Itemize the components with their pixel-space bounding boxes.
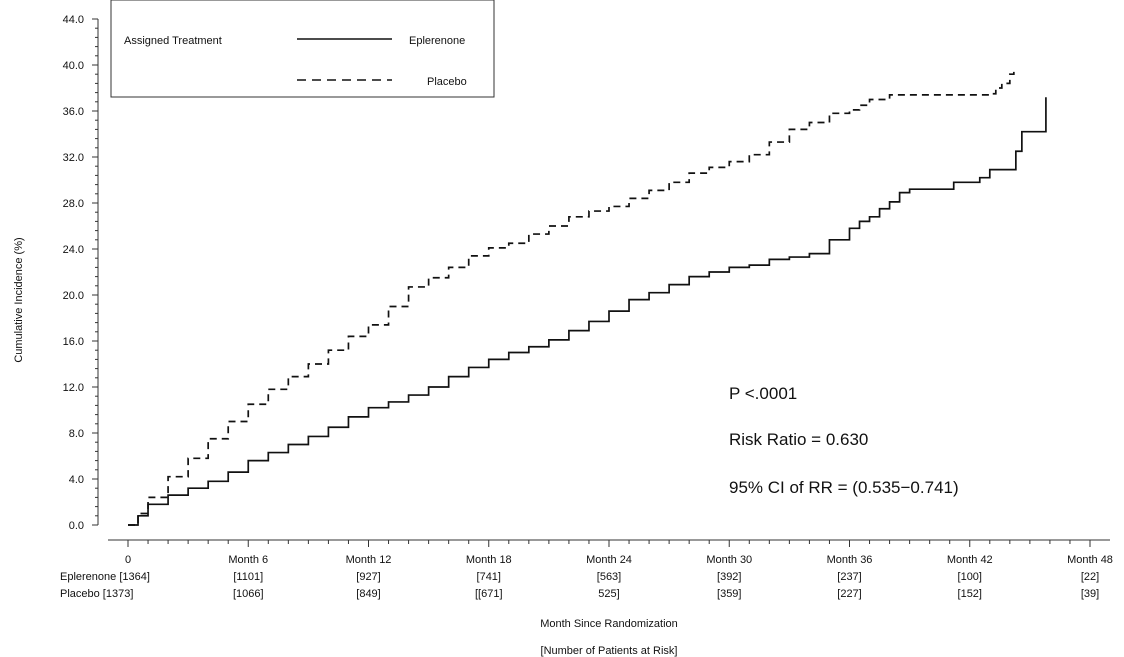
confidence-interval-annotation: 95% CI of RR = (0.535−0.741) — [729, 478, 959, 497]
series-line-placebo — [128, 69, 1015, 526]
series-layer — [128, 69, 1047, 526]
legend-label-eplerenone: Eplerenone — [409, 35, 465, 47]
at-risk-count-eplerenone: [237] — [837, 571, 861, 583]
y-tick-label: 36.0 — [63, 106, 84, 118]
legend-box — [110, 0, 495, 98]
at-risk-count-placebo: [849] — [356, 588, 380, 600]
y-tick-label: 0.0 — [69, 520, 84, 532]
y-tick-label: 12.0 — [63, 382, 84, 394]
p-value-annotation: P <.0001 — [729, 384, 797, 403]
at-risk-count-eplerenone: [563] — [597, 571, 621, 583]
x-axis-title: Month Since Randomization — [540, 618, 678, 630]
x-tick-label: Month 6 — [228, 554, 268, 566]
at-risk-count-placebo: 525] — [598, 588, 619, 600]
at-risk-count-eplerenone: [1101] — [233, 571, 263, 583]
x-tick-label: Month 48 — [1067, 554, 1113, 566]
y-axis: 0.0 4.0 8.0 12.0 16.0 20.0 24.0 28.0 32.0 36.0 40.… — [63, 14, 99, 532]
stats-annotations: P <.0001 Risk Ratio = 0.630 95% CI of RR… — [729, 384, 959, 497]
at-risk-count-placebo: [359] — [717, 588, 741, 600]
y-axis-title: Cumulative Incidence (%) — [13, 237, 25, 362]
y-tick-label: 20.0 — [63, 290, 84, 302]
at-risk-count-placebo: [[671] — [475, 588, 503, 600]
at-risk-count-placebo: [152] — [958, 588, 982, 600]
legend-title: Assigned Treatment — [124, 35, 222, 47]
x-tick-label: 0 — [125, 554, 131, 566]
at-risk-count-eplerenone: [100] — [958, 571, 982, 583]
y-tick-label: 24.0 — [63, 244, 84, 256]
y-tick-label: 8.0 — [69, 428, 84, 440]
x-tick-label: Month 30 — [706, 554, 752, 566]
x-axis-subtitle: [Number of Patients at Risk] — [541, 645, 678, 657]
at-risk-label-eplerenone: Eplerenone [1364] — [60, 571, 150, 583]
legend-label-placebo: Placebo — [427, 76, 467, 88]
legend: Assigned Treatment Eplerenone Placebo — [110, 0, 495, 98]
x-tick-label: Month 42 — [947, 554, 993, 566]
x-axis: 0 Month 6 Month 12 Month 18 Month 24 Month 30… — [108, 539, 1113, 566]
at-risk-count-eplerenone: [741] — [477, 571, 501, 583]
at-risk-count-eplerenone: [927] — [356, 571, 380, 583]
x-tick-label: Month 24 — [586, 554, 632, 566]
y-tick-label: 44.0 — [63, 14, 84, 26]
risk-ratio-annotation: Risk Ratio = 0.630 — [729, 430, 868, 449]
at-risk-count-placebo: [227] — [837, 588, 861, 600]
x-tick-label: Month 12 — [346, 554, 392, 566]
at-risk-count-eplerenone: [22] — [1081, 571, 1099, 583]
at-risk-table: Eplerenone [1364] [1101] [927] [741] [563] [3… — [60, 571, 1099, 600]
at-risk-count-eplerenone: [392] — [717, 571, 741, 583]
at-risk-label-placebo: Placebo [1373] — [60, 588, 133, 600]
x-tick-label: Month 18 — [466, 554, 512, 566]
y-tick-label: 32.0 — [63, 152, 84, 164]
at-risk-count-placebo: [1066] — [233, 588, 264, 600]
y-tick-label: 28.0 — [63, 198, 84, 210]
y-tick-label: 4.0 — [69, 474, 84, 486]
y-tick-label: 16.0 — [63, 336, 84, 348]
series-line-eplerenone — [128, 97, 1047, 526]
y-tick-label: 40.0 — [63, 60, 84, 72]
at-risk-count-placebo: [39] — [1081, 588, 1099, 600]
x-tick-label: Month 36 — [827, 554, 873, 566]
